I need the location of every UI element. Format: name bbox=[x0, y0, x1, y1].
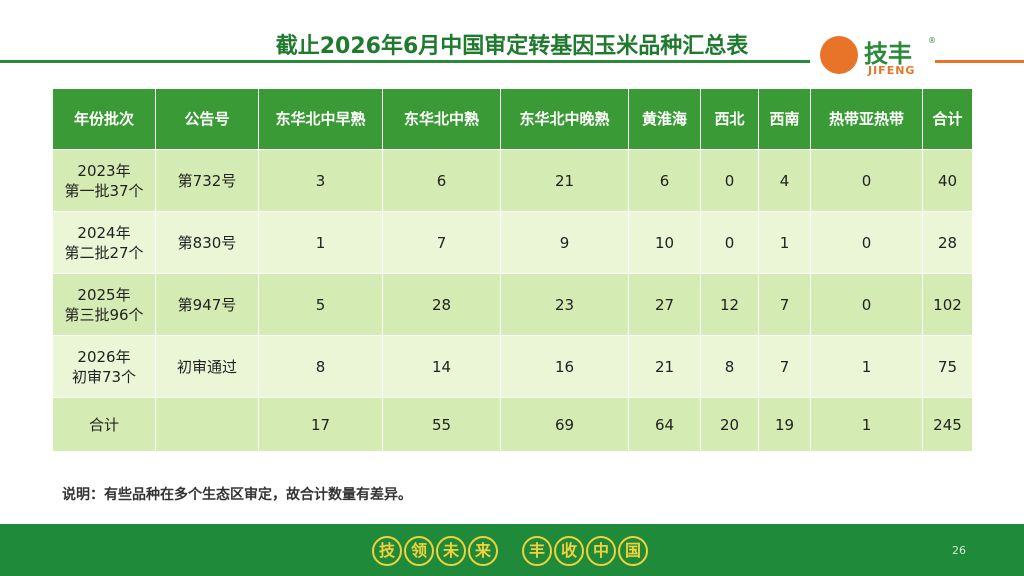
table-cell: 0 bbox=[810, 211, 923, 274]
table-cell: 23 bbox=[500, 273, 629, 336]
note: 说明：有些品种在多个生态区审定，故合计数量有差异。 bbox=[62, 487, 412, 503]
table-cell: 10 bbox=[628, 211, 701, 274]
cell-line: 初审73个 bbox=[71, 367, 137, 386]
table-cell: 1 bbox=[758, 211, 811, 274]
column-header: 合计 bbox=[922, 88, 973, 150]
table-cell: 8 bbox=[700, 335, 759, 398]
slogan-char: 领 bbox=[404, 536, 434, 566]
table-cell: 14 bbox=[382, 335, 501, 398]
title: 截止2026年6月中国审定转基因玉米品种汇总表 bbox=[275, 34, 749, 59]
slogan-char: 中 bbox=[586, 536, 616, 566]
slogan-char: 收 bbox=[554, 536, 584, 566]
table-row: 2024年 第二批27个 第830号 1 7 9 10 0 1 0 28 bbox=[52, 211, 973, 274]
column-header: 东华北中熟 bbox=[382, 88, 501, 150]
table-cell: 21 bbox=[628, 335, 701, 398]
column-header: 西北 bbox=[700, 88, 759, 150]
table-cell: 2024年 第二批27个 bbox=[52, 211, 156, 274]
divider bbox=[0, 60, 810, 63]
logo-name: 技丰 bbox=[864, 40, 912, 68]
table-cell: 7 bbox=[758, 335, 811, 398]
table-row: 2025年 第三批96个 第947号 5 28 23 27 12 7 0 102 bbox=[52, 273, 973, 336]
table-cell: 6 bbox=[628, 149, 701, 212]
table-cell: 75 bbox=[922, 335, 973, 398]
slogan-char: 来 bbox=[468, 536, 498, 566]
cell-line: 第三批96个 bbox=[64, 305, 144, 324]
cell-line: 2024年 bbox=[77, 223, 131, 242]
table-row: 2026年 初审73个 初审通过 8 14 16 21 8 7 1 75 bbox=[52, 335, 973, 398]
table-cell: 102 bbox=[922, 273, 973, 336]
cell-line: 2026年 bbox=[77, 347, 131, 366]
table-cell: 27 bbox=[628, 273, 701, 336]
table-cell: 5 bbox=[258, 273, 383, 336]
table-cell: 20 bbox=[700, 397, 759, 452]
cell-line: 第二批27个 bbox=[64, 243, 144, 262]
table-cell: 8 bbox=[258, 335, 383, 398]
table-cell: 6 bbox=[382, 149, 501, 212]
logo-icon bbox=[820, 36, 858, 74]
table-cell: 初审通过 bbox=[155, 335, 259, 398]
table-cell: 0 bbox=[810, 273, 923, 336]
table-cell: 1 bbox=[810, 397, 923, 452]
column-header: 东华北中早熟 bbox=[258, 88, 383, 150]
table-cell: 12 bbox=[700, 273, 759, 336]
table-cell: 2025年 第三批96个 bbox=[52, 273, 156, 336]
table-cell: 2023年 第一批37个 bbox=[52, 149, 156, 212]
slogan-char: 未 bbox=[436, 536, 466, 566]
table-cell: 16 bbox=[500, 335, 629, 398]
cell-line: 第一批37个 bbox=[64, 181, 144, 200]
table-cell: 7 bbox=[758, 273, 811, 336]
table-cell: 第732号 bbox=[155, 149, 259, 212]
table-cell: 0 bbox=[700, 211, 759, 274]
cell-line: 2023年 bbox=[77, 161, 131, 180]
table-cell: 17 bbox=[258, 397, 383, 452]
table-cell: 合计 bbox=[52, 397, 156, 452]
summary-table: 年份批次 公告号 东华北中早熟 东华北中熟 东华北中晚熟 黄淮海 西北 西南 热带亚热带 合计 20… bbox=[52, 88, 973, 452]
page-number: 26 bbox=[952, 544, 966, 557]
column-header: 西南 bbox=[758, 88, 811, 150]
logo-brand: JIFENG bbox=[868, 64, 916, 77]
table-cell: 40 bbox=[922, 149, 973, 212]
table-cell: 55 bbox=[382, 397, 501, 452]
table-cell: 3 bbox=[258, 149, 383, 212]
slogan: 技领未来丰收中国 bbox=[372, 536, 648, 566]
cell-line: 2025年 bbox=[77, 285, 131, 304]
table-cell: 7 bbox=[382, 211, 501, 274]
column-header: 年份批次 bbox=[52, 88, 156, 150]
table-cell: 21 bbox=[500, 149, 629, 212]
column-header: 黄淮海 bbox=[628, 88, 701, 150]
table-row: 合计 17 55 69 64 20 19 1 245 bbox=[52, 397, 973, 452]
table-cell: 1 bbox=[810, 335, 923, 398]
header-row: 年份批次 公告号 东华北中早熟 东华北中熟 东华北中晚熟 黄淮海 西北 西南 热带亚热带 合计 bbox=[52, 88, 973, 150]
table-cell: 4 bbox=[758, 149, 811, 212]
slogan-char: 丰 bbox=[522, 536, 552, 566]
divider bbox=[935, 60, 1024, 63]
footer bbox=[0, 524, 1024, 576]
table-cell: 245 bbox=[922, 397, 973, 452]
table-cell bbox=[155, 397, 259, 452]
table-cell: 28 bbox=[922, 211, 973, 274]
table-cell: 0 bbox=[810, 149, 923, 212]
column-header: 公告号 bbox=[155, 88, 259, 150]
slogan-char: 国 bbox=[618, 536, 648, 566]
table-cell: 19 bbox=[758, 397, 811, 452]
table-row: 2023年 第一批37个 第732号 3 6 21 6 0 4 0 40 bbox=[52, 149, 973, 212]
table-cell: 0 bbox=[700, 149, 759, 212]
table-cell: 28 bbox=[382, 273, 501, 336]
table-cell: 第947号 bbox=[155, 273, 259, 336]
logo-mark: ® bbox=[928, 36, 936, 45]
column-header: 热带亚热带 bbox=[810, 88, 923, 150]
table-cell: 第830号 bbox=[155, 211, 259, 274]
table-cell: 1 bbox=[258, 211, 383, 274]
column-header: 东华北中晚熟 bbox=[500, 88, 629, 150]
table-cell: 64 bbox=[628, 397, 701, 452]
table-cell: 69 bbox=[500, 397, 629, 452]
slogan-char: 技 bbox=[372, 536, 402, 566]
table-cell: 9 bbox=[500, 211, 629, 274]
table-cell: 2026年 初审73个 bbox=[52, 335, 156, 398]
